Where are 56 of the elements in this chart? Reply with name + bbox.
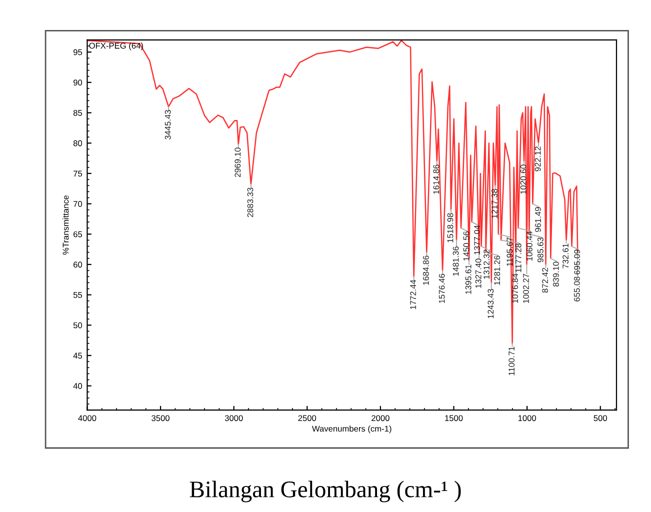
annotation: 1177.28 [515,244,522,272]
x-tick-label: 2000 [372,415,390,422]
y-tick-label: 55 [73,292,82,298]
y-axis-title: %Transmittance [62,195,69,255]
annotation: 1450.56 [463,231,470,261]
annotation: 2969.10 [234,148,241,178]
annotation: 1060.44 [526,231,532,261]
annotation: 1518.98 [447,213,454,242]
y-tick-label: 40 [73,383,82,389]
annotation: 1327.40 [475,258,482,288]
annotation: 922.12 [534,146,541,172]
x-tick-label: 1500 [445,415,463,422]
y-tick-label: 90 [73,80,82,86]
annotation: 1395.61 [465,264,472,294]
y-tick-label: 80 [73,140,82,146]
y-tick-label: 50 [73,322,82,328]
x-tick-label: 1000 [518,415,536,422]
line-series [87,40,578,344]
annotation: 1576.46 [438,274,445,304]
annotation: 1002.27 [523,274,529,303]
annotation: 872.42 [542,268,548,293]
annotation: 1614.86 [433,164,440,194]
annotation: 655.08 [574,276,580,302]
annotation: 839.10 [552,262,559,287]
annotation: 1281.26 [494,256,500,285]
annotation: 1481.36 [452,246,459,276]
y-tick-label: 60 [74,262,82,268]
y-tick-label: 45 [73,352,82,359]
annotation: 2883.33 [247,188,254,218]
x-tick-label: 2500 [298,415,316,422]
y-tick-label: 85 [73,110,82,116]
annotation: 1100.71 [508,346,515,376]
annotation: 1243.43 [488,289,494,318]
x-tick-label: 3500 [152,415,170,422]
y-tick-label: 70 [74,200,82,207]
annotation: 1684.86 [422,256,429,285]
annotation: 732.61 [562,244,569,268]
annotation: 1076.84 [512,274,518,303]
x-tick-label: 4000 [78,415,96,422]
annotation: 1195.67 [506,238,513,266]
annotation: 1020.60 [520,164,526,194]
annotation: 961.49 [535,207,541,232]
annotation: 1312.32 [484,250,490,279]
annotation: 1377.04 [474,225,480,254]
annotation: 3445.43 [164,110,171,140]
text: Bilangan Gelombang (cm-¹ ) [190,480,461,502]
x-tick-label: 500 [594,415,607,422]
y-tick-label: 95 [73,49,82,56]
x-axis-title: Wavenumbers (cm-1) [312,426,392,434]
annotation: 985.63 [538,237,544,262]
annotation: 695.09 [574,250,580,274]
y-tick-label: 75 [74,170,82,177]
x-tick-label: 3000 [224,415,243,422]
y-tick-label: 65 [74,231,82,238]
annotation: 1217.38 [492,188,498,218]
annotation: 1772.44 [410,280,416,310]
